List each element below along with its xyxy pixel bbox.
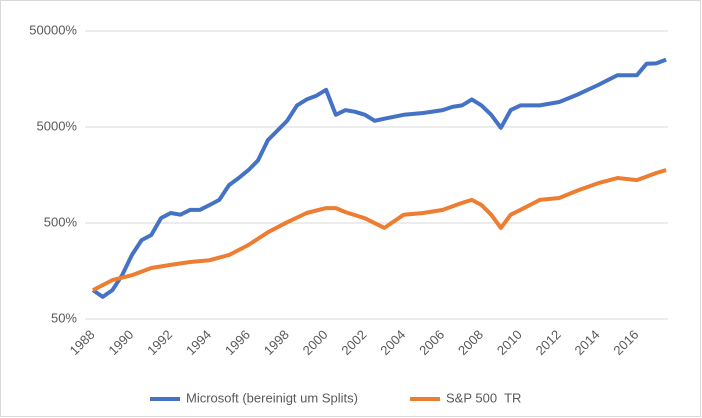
series-line xyxy=(91,57,667,299)
legend-label: S&P 500 TR xyxy=(446,390,521,405)
y-tick-label: 5000% xyxy=(37,118,78,133)
y-tick-label: 50% xyxy=(51,310,77,325)
series-line xyxy=(92,168,667,292)
legend-label: Microsoft (bereinigt um Splits) xyxy=(186,390,358,405)
y-tick-label: 50000% xyxy=(29,22,77,37)
y-tick-label: 500% xyxy=(44,214,78,229)
